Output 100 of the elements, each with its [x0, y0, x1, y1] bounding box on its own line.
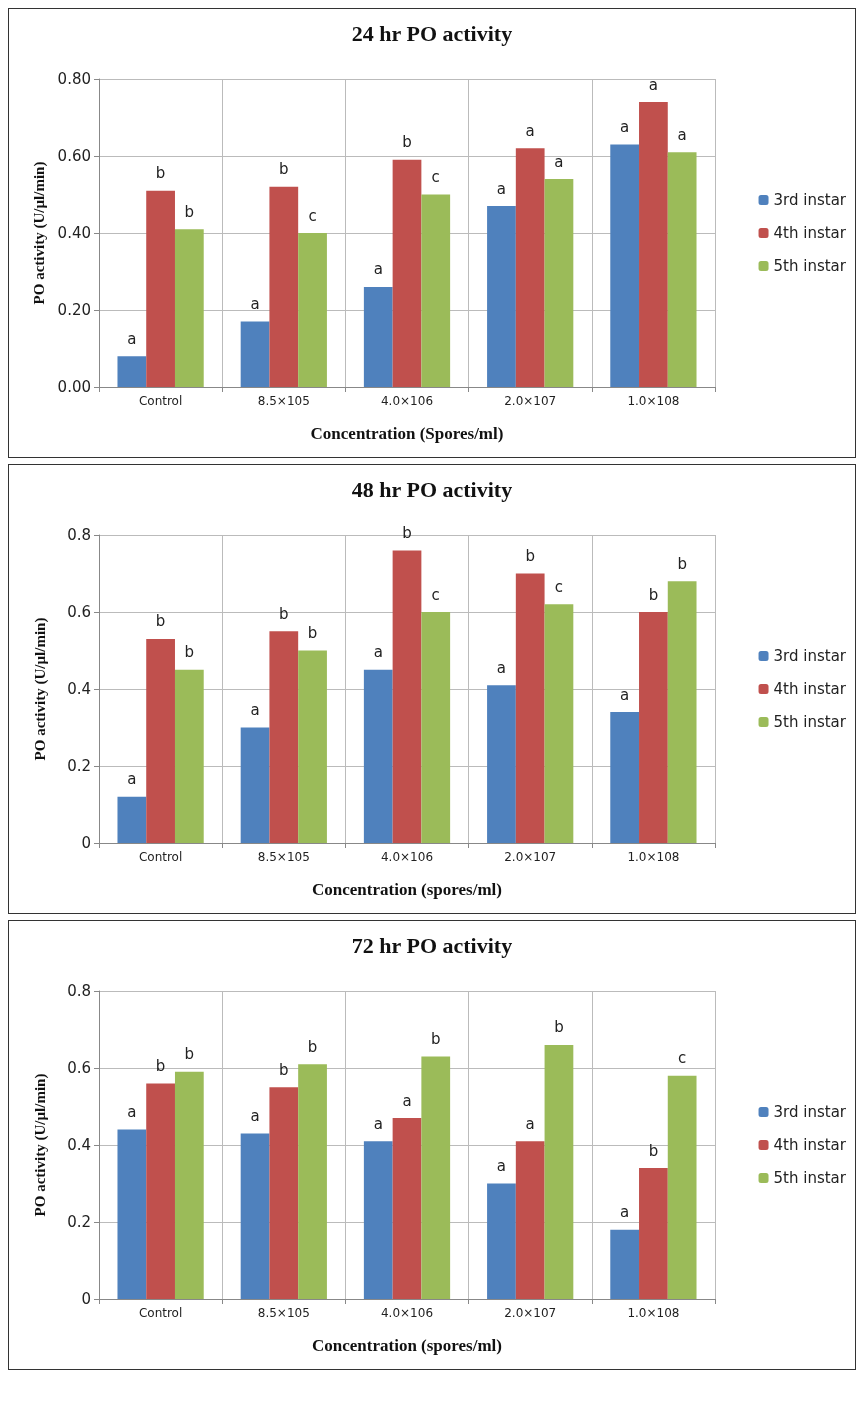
data-label: a [525, 121, 535, 140]
legend-label: 3rd instar [773, 1103, 847, 1121]
bar [544, 1044, 574, 1299]
y-tick-label: 0.8 [67, 982, 91, 1000]
data-label: b [155, 612, 166, 631]
bar [667, 152, 697, 387]
bar [363, 1141, 393, 1299]
x-tick-label: 4.0×106 [380, 394, 434, 408]
legend-label: 5th instar [773, 1169, 847, 1187]
data-label: b [554, 1018, 564, 1037]
bar [392, 550, 422, 843]
data-label: a [620, 685, 630, 704]
y-tick-label: 0.40 [57, 224, 91, 242]
x-tick-label: 4.0×106 [380, 1306, 434, 1320]
data-label: a [402, 1091, 412, 1110]
data-label: a [250, 295, 260, 314]
bar [117, 356, 147, 387]
data-label: c [431, 168, 440, 186]
bar [363, 669, 393, 843]
data-label: a [620, 1203, 630, 1222]
bar [392, 159, 422, 387]
data-label: a [250, 701, 260, 719]
data-label: b [279, 1060, 289, 1079]
data-label: b [307, 1037, 318, 1056]
bar [667, 1075, 697, 1299]
chart-title: 24 hr PO activity [351, 20, 513, 46]
bar [146, 638, 175, 843]
y-tick-label: 0 [81, 834, 91, 852]
bar [487, 206, 516, 387]
bar [544, 604, 574, 843]
legend-label: 4th instar [773, 680, 847, 698]
bar [610, 712, 640, 843]
data-label: a [496, 1157, 507, 1175]
data-label: b [155, 164, 166, 183]
x-axis-title: Concentration (spores/ml) [312, 880, 502, 899]
y-tick-label: 0.4 [67, 1136, 91, 1154]
y-tick-label: 0.2 [67, 1213, 91, 1231]
data-label: c [678, 1049, 687, 1068]
y-tick-label: 0.6 [67, 603, 91, 621]
data-label: a [496, 658, 507, 677]
y-tick-label: 0.80 [57, 70, 91, 88]
y-tick-label: 0.60 [57, 147, 91, 165]
chart-title: 72 hr PO activity [351, 932, 513, 958]
bar [240, 321, 270, 387]
x-axis-title: Concentration (spores/ml) [312, 1336, 502, 1355]
bar [610, 144, 640, 387]
bar [544, 179, 574, 387]
x-tick-label: Control [138, 1306, 183, 1320]
legend-label: 4th instar [773, 1136, 847, 1154]
data-label: b [648, 585, 659, 604]
bar [298, 650, 327, 843]
data-label: a [127, 770, 137, 789]
data-label: b [184, 643, 195, 662]
bar [269, 631, 299, 843]
data-label: a [373, 260, 383, 279]
bar [487, 685, 516, 843]
x-tick-label: 2.0×107 [504, 1306, 557, 1320]
bar [610, 1229, 640, 1299]
x-tick-label: 8.5×105 [257, 1306, 310, 1320]
x-tick-label: Control [138, 850, 183, 864]
y-tick-label: 0.00 [57, 378, 91, 396]
y-axis-title: PO activity (U/µl/min) [31, 161, 49, 305]
x-tick-label: 8.5×105 [257, 850, 310, 864]
data-label: b [525, 547, 535, 565]
data-label: a [250, 1106, 260, 1125]
data-label: b [184, 1045, 195, 1064]
data-label: a [373, 643, 383, 662]
data-label: c [554, 577, 564, 596]
legend-label: 5th instar [773, 713, 847, 731]
data-label: b [184, 202, 195, 221]
bar [421, 1056, 451, 1299]
bar [515, 148, 545, 387]
bar [298, 233, 327, 387]
data-label: a [648, 75, 658, 94]
bar [298, 1064, 327, 1299]
bar [269, 1087, 299, 1299]
bar [174, 1071, 204, 1299]
bar [515, 573, 545, 843]
x-tick-label: 8.5×105 [257, 394, 310, 408]
data-label: a [620, 117, 630, 136]
y-tick-label: 0.6 [67, 1059, 91, 1077]
data-label: c [308, 206, 317, 225]
legend-label: 4th instar [773, 224, 847, 242]
y-tick-label: 0.2 [67, 757, 91, 775]
y-tick-label: 0.8 [67, 526, 91, 544]
x-tick-label: 1.0×108 [627, 394, 680, 408]
data-label: a [127, 329, 137, 348]
y-axis-title: PO activity (U/µl/min) [31, 1073, 49, 1217]
bar [639, 102, 668, 387]
bar [146, 1083, 175, 1299]
bar [667, 581, 697, 843]
x-axis-title: Concentration (Spores/ml) [310, 424, 504, 443]
x-tick-label: 1.0×108 [627, 1306, 680, 1320]
bar [421, 194, 451, 387]
x-tick-label: Control [138, 394, 183, 408]
data-label: b [677, 554, 687, 573]
y-tick-label: 0 [81, 1290, 91, 1308]
bar [269, 186, 299, 387]
legend-label: 5th instar [773, 257, 847, 275]
data-label: a [525, 1114, 535, 1133]
